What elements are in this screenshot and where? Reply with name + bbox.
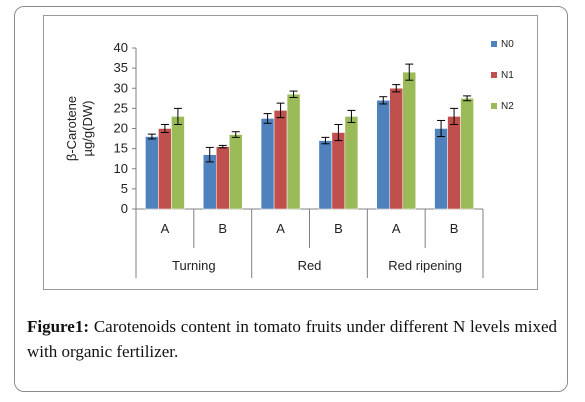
y-axis-label-line1: β-Carotene xyxy=(64,96,79,161)
y-tick-label: 5 xyxy=(121,181,128,196)
bar-n2 xyxy=(460,98,474,210)
y-tick-label: 10 xyxy=(114,161,128,176)
bar-n2 xyxy=(286,94,301,210)
legend-swatch-n0 xyxy=(491,41,497,47)
legend-label-n0: N0 xyxy=(501,39,514,50)
y-tick-label: 15 xyxy=(114,141,128,156)
category-label: B xyxy=(218,221,227,236)
figure-caption: Figure1: Carotenoids content in tomato f… xyxy=(27,314,557,364)
y-tick-label: 35 xyxy=(114,60,128,75)
bar-n0 xyxy=(376,100,390,210)
bar-n2 xyxy=(344,116,359,210)
group-label: Red xyxy=(298,258,322,273)
bar-n0 xyxy=(203,154,217,210)
y-tick-label: 30 xyxy=(114,80,128,95)
bar-n0 xyxy=(260,118,275,210)
bar-n1 xyxy=(331,132,346,210)
y-axis-label-line2: µg/g(DW) xyxy=(80,101,95,157)
bar-n0 xyxy=(318,140,333,210)
bar-n1 xyxy=(273,110,288,210)
y-tick-label: 0 xyxy=(121,201,128,216)
category-label: A xyxy=(392,221,401,236)
bar-n0 xyxy=(145,136,159,210)
bar-chart: 0 5 10 15 20 25 30 35 40 β-Carotene µg/g(DW) A B A B A B… xyxy=(64,39,514,278)
group-label: Turning xyxy=(172,258,216,273)
category-label: B xyxy=(450,221,459,236)
bar-n2 xyxy=(229,134,243,210)
legend-label-n1: N1 xyxy=(501,70,514,81)
bar-n1 xyxy=(158,128,172,210)
group-label: Red ripening xyxy=(388,258,462,273)
bar-n0 xyxy=(434,128,448,210)
legend-swatch-n1 xyxy=(491,72,497,78)
caption-label: Figure1: xyxy=(27,317,90,336)
y-tick-label: 40 xyxy=(114,40,128,55)
y-tick-label: 20 xyxy=(114,121,128,136)
y-tick-label: 25 xyxy=(114,100,128,115)
caption-text: Carotenoids content in tomato fruits und… xyxy=(27,317,557,361)
bar-n2 xyxy=(402,71,416,210)
legend-label-n2: N2 xyxy=(501,101,514,112)
bar-n1 xyxy=(389,88,403,210)
legend-swatch-n2 xyxy=(491,103,497,109)
bar-n1 xyxy=(447,116,461,210)
category-label: A xyxy=(276,221,285,236)
category-label: B xyxy=(334,221,343,236)
bar-n1 xyxy=(216,146,230,210)
bar-n2 xyxy=(171,116,185,210)
category-label: A xyxy=(161,221,170,236)
